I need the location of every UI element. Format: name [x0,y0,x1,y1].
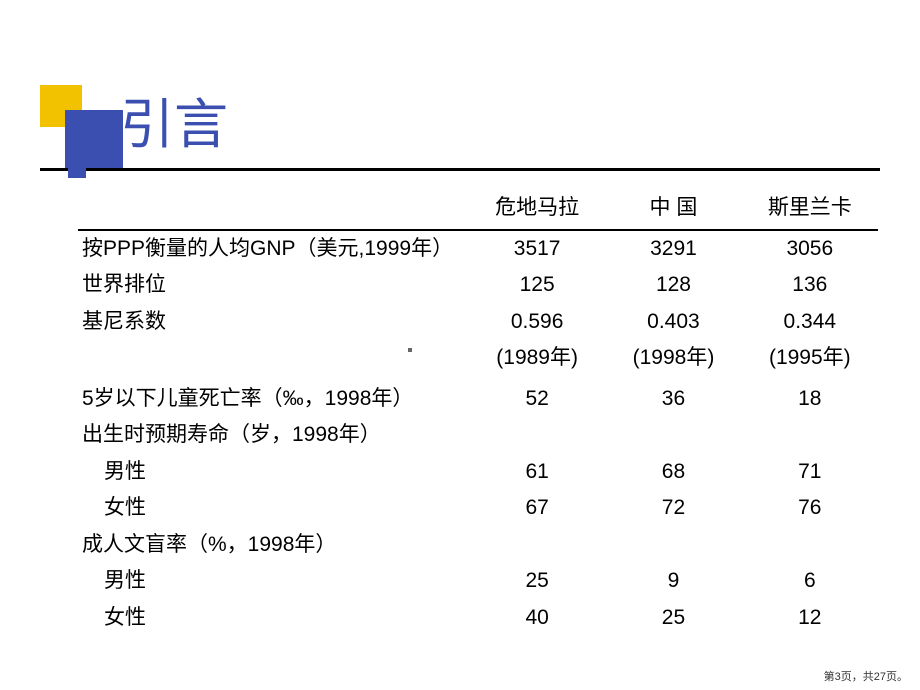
row-label: 女性 [78,490,469,527]
cell-value [742,417,878,454]
cell-value: 72 [605,490,741,527]
row-label: 5岁以下儿童死亡率（‰，1998年） [78,381,469,418]
cell-value: 67 [469,490,605,527]
cell-value: 0.344 [742,304,878,341]
table-row: 世界排位125128136 [78,267,878,304]
row-label: 按PPP衡量的人均GNP（美元,1999年） [78,230,469,268]
cell-value: 125 [469,267,605,304]
row-label: 男性 [78,563,469,600]
page-footer: 第3页，共27页。 [824,668,908,684]
cell-value: 128 [605,267,741,304]
cell-value [605,527,741,564]
cell-value: 52 [469,381,605,418]
row-label: 世界排位 [78,267,469,304]
row-label: 成人文盲率（%，1998年） [78,527,469,564]
title-rule [40,168,880,171]
cell-value: 40 [469,600,605,637]
cell-value: 3056 [742,230,878,268]
cell-value: 25 [469,563,605,600]
center-dot [408,348,412,352]
data-table: 危地马拉 中 国 斯里兰卡 按PPP衡量的人均GNP（美元,1999年）3517… [78,190,878,637]
cell-value: 76 [742,490,878,527]
cell-value: 136 [742,267,878,304]
table-row: 按PPP衡量的人均GNP（美元,1999年）351732913056 [78,230,878,268]
cell-value: 71 [742,454,878,491]
row-label: 出生时预期寿命（岁，1998年） [78,417,469,454]
table-row: 出生时预期寿命（岁，1998年） [78,417,878,454]
cell-value: 36 [605,381,741,418]
table-row: 女性677276 [78,490,878,527]
row-label [78,340,469,377]
cell-value: 68 [605,454,741,491]
row-label: 基尼系数 [78,304,469,341]
table-header-row: 危地马拉 中 国 斯里兰卡 [78,190,878,230]
cell-value: 3291 [605,230,741,268]
table-row: 5岁以下儿童死亡率（‰，1998年）523618 [78,381,878,418]
cell-value: (1989年) [469,340,605,377]
table-row: 成人文盲率（%，1998年） [78,527,878,564]
cell-value: (1998年) [605,340,741,377]
table-row: 男性616871 [78,454,878,491]
cell-value: 12 [742,600,878,637]
cell-value: 0.596 [469,304,605,341]
row-label: 男性 [78,454,469,491]
cell-value [469,417,605,454]
cell-value: 9 [605,563,741,600]
cell-value [742,527,878,564]
table-row: (1989年)(1998年)(1995年) [78,340,878,377]
cell-value [469,527,605,564]
cell-value: 0.403 [605,304,741,341]
cell-value: (1995年) [742,340,878,377]
page-title: 引言 [120,80,228,159]
col-header: 斯里兰卡 [742,190,878,230]
cell-value [605,417,741,454]
cell-value: 25 [605,600,741,637]
table-row: 女性402512 [78,600,878,637]
cell-value: 6 [742,563,878,600]
table-row: 男性2596 [78,563,878,600]
col-header: 危地马拉 [469,190,605,230]
row-label: 女性 [78,600,469,637]
small-blue-square [68,160,86,178]
cell-value: 3517 [469,230,605,268]
cell-value: 61 [469,454,605,491]
table-row: 基尼系数0.5960.4030.344 [78,304,878,341]
cell-value: 18 [742,381,878,418]
col-header: 中 国 [605,190,741,230]
